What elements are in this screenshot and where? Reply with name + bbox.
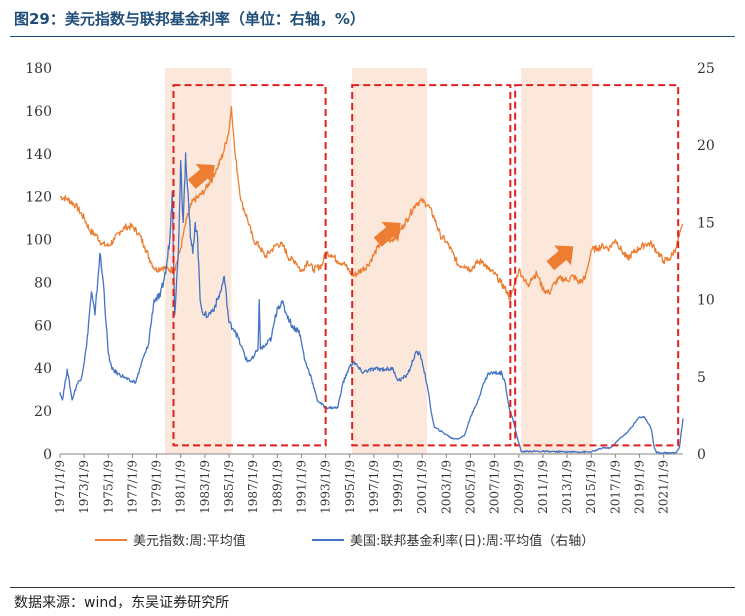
x-tick-label: 1973/1/9 [77,460,91,514]
x-tick-label: 1991/1/9 [294,460,308,514]
x-tick-label: 1983/1/9 [198,460,212,514]
shaded-period-2 [352,68,428,454]
x-tick-label: 2017/1/9 [608,460,622,514]
x-tick-label: 1981/1/9 [174,460,188,514]
legend-label-2: 美国:联邦基金利率(日):周:平均值（右轴） [350,533,594,549]
y-right-tick-label: 25 [697,61,715,77]
y-right-tick-label: 20 [697,138,715,154]
arrow-shape [373,221,401,247]
y-right-tick-label: 5 [697,370,706,386]
x-tick-label: 2013/1/9 [560,460,574,514]
y-left-tick-label: 60 [34,318,52,334]
x-tick-label: 2005/1/9 [464,460,478,514]
y-left-tick-label: 140 [25,147,52,163]
line-chart: 0 20 40 60 80 100 120 140 160 180 0 5 10 15 20 25 1971/1… [25,61,715,549]
x-tick-label: 2015/1/9 [584,460,598,514]
dashed-box-1 [172,84,327,447]
x-tick-label: 1975/1/9 [101,460,115,514]
x-tick-label: 1971/1/9 [53,460,67,514]
dashed-box-2 [351,84,512,447]
y-right-tick-label: 15 [697,215,715,231]
y-right-tick-label: 0 [697,447,706,463]
x-tick-label: 2011/1/9 [536,460,550,514]
arrow-shape [187,163,215,189]
source-divider [10,587,735,588]
y-right-tick-label: 10 [697,293,715,309]
y-left-tick-label: 0 [43,447,52,463]
y-left-tick-label: 160 [25,104,52,120]
x-tick-label: 1987/1/9 [246,460,260,514]
trend-arrow-icon [187,163,215,189]
x-tick-label: 1993/1/9 [319,460,333,514]
x-tick-label: 1977/1/9 [125,460,139,514]
x-tick-label: 2019/1/9 [633,460,647,514]
x-tick-label: 1985/1/9 [222,460,236,514]
x-tick-label: 1989/1/9 [270,460,284,514]
y-left-tick-label: 40 [34,361,52,377]
legend-label-1: 美元指数:周:平均值 [133,533,246,549]
title-underline [10,36,735,37]
x-tick-label: 2007/1/9 [488,460,502,514]
series-line-2 [59,152,684,455]
trend-arrow-icon [546,245,574,271]
x-tick-label: 1997/1/9 [367,460,381,514]
y-left-tick-label: 120 [25,190,52,206]
y-left-tick-label: 20 [34,404,52,420]
data-source: 数据来源：wind，东吴证券研究所 [14,595,230,611]
x-tick-label: 2001/1/9 [415,460,429,514]
series-line-1 [59,105,684,302]
arrow-shape [546,245,574,271]
x-tick-label: 2009/1/9 [512,460,526,514]
x-tick-label: 2021/1/9 [657,460,671,514]
trend-arrow-icon [373,221,401,247]
y-left-tick-label: 80 [34,275,52,291]
y-left-tick-label: 100 [25,233,52,249]
y-left-tick-label: 180 [25,61,52,77]
dashed-box-3 [514,84,680,447]
x-tick-label: 1999/1/9 [391,460,405,514]
x-tick-label: 2003/1/9 [439,460,453,514]
chart-title: 图29：美元指数与联邦基金利率（单位：右轴，%） [14,10,365,28]
x-tick-label: 1979/1/9 [150,460,164,514]
x-tick-label: 1995/1/9 [343,460,357,514]
